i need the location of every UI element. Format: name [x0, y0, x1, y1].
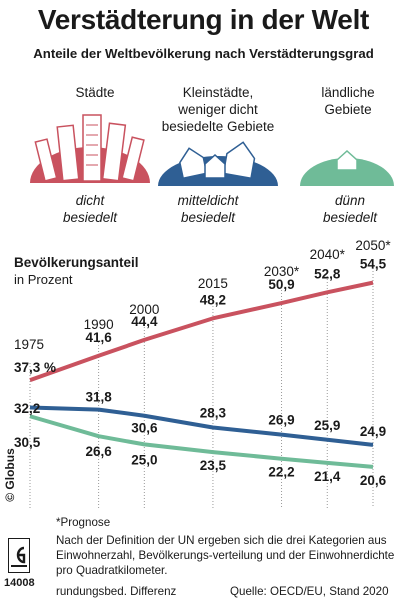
rural-hill	[300, 158, 394, 186]
city-skyscrapers-icon	[30, 114, 150, 183]
globus-logo	[8, 538, 30, 573]
footnote-rounding: rundungsbed. Differenz	[56, 585, 177, 598]
data-label-laendlich-2015: 23,5	[200, 458, 227, 473]
x-tick-1975: 1975	[14, 337, 44, 352]
x-tick-2000: 2000	[129, 302, 159, 317]
data-label-staedte-2050: 54,5	[360, 257, 387, 272]
series-line-staedte	[29, 280, 374, 383]
data-label-kleinstaedte-2030: 26,9	[268, 413, 294, 428]
data-label-staedte-1990: 41,6	[85, 330, 112, 345]
category-label-cities: Städte	[75, 85, 115, 100]
data-label-laendlich-2050: 20,6	[360, 473, 387, 488]
footnote-definition: Nach der Definition der UN ergeben sich …	[56, 534, 395, 577]
data-label-staedte-2000: 44,4	[131, 314, 158, 329]
credit-label: © Globus	[3, 448, 17, 502]
graphic-number: 14008	[4, 577, 35, 589]
series-line-kleinstaedte	[29, 405, 374, 447]
data-label-kleinstaedte-1975: 32,2	[14, 401, 40, 416]
category-label-towns: Kleinstädte, weniger dicht besiedelte Ge…	[161, 85, 275, 134]
data-label-kleinstaedte-1990: 31,8	[85, 390, 112, 405]
town-houses-icon	[158, 141, 278, 186]
chart-title: Bevölkerungsanteil	[14, 255, 139, 270]
data-label-staedte-2040: 52,8	[314, 266, 341, 281]
data-label-kleinstaedte-2050: 24,9	[360, 424, 386, 439]
data-label-staedte-2030: 50,9	[268, 277, 294, 292]
x-tick-2030: 2030*	[264, 264, 300, 279]
rural-house-icon	[300, 149, 394, 186]
density-label-rural: dünn besiedelt	[322, 193, 378, 225]
density-label-cities: dicht besiedelt	[62, 193, 118, 225]
page-subtitle: Anteile der Weltbevölkerung nach Verstäd…	[33, 46, 374, 61]
footnote-source: Quelle: OECD/EU, Stand 2020	[230, 585, 389, 598]
data-label-laendlich-1975: 30,5	[14, 435, 41, 450]
chart-ylabel: in Prozent	[14, 272, 73, 287]
data-label-laendlich-2030: 22,2	[268, 465, 294, 480]
x-tick-2050: 2050*	[355, 238, 391, 253]
data-label-staedte-1975: 37,3 %	[14, 360, 56, 375]
x-tick-2015: 2015	[198, 276, 228, 291]
data-label-staedte-2015: 48,2	[200, 292, 226, 307]
x-tick-2040: 2040*	[310, 247, 346, 262]
data-label-kleinstaedte-2040: 25,9	[314, 418, 340, 433]
category-label-rural: ländliche Gebiete	[321, 85, 375, 117]
data-label-laendlich-1990: 26,6	[85, 444, 112, 459]
data-label-kleinstaedte-2000: 30,6	[131, 421, 158, 436]
density-label-towns: mitteldicht besiedelt	[177, 193, 239, 225]
series-line-laendlich	[29, 414, 374, 469]
page-title: Verstädterung in der Welt	[37, 4, 370, 35]
data-label-kleinstaedte-2015: 28,3	[200, 406, 227, 421]
data-label-laendlich-2000: 25,0	[131, 452, 157, 467]
data-label-laendlich-2040: 21,4	[314, 469, 341, 484]
x-tick-1990: 1990	[84, 317, 114, 332]
footnote-prognose: *Prognose	[56, 516, 111, 529]
